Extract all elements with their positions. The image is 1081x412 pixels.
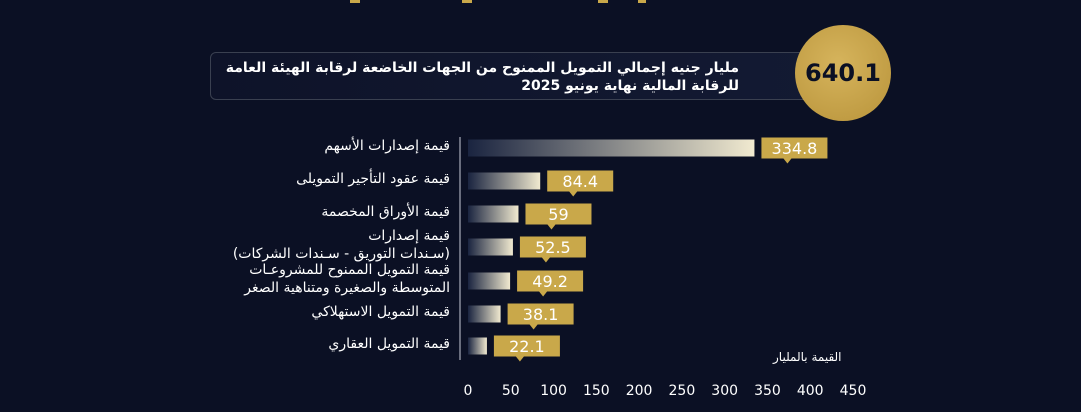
category-label-line: قيمة التمويل الممنوح للمشروعـات [249, 262, 450, 278]
bar [468, 139, 755, 157]
value-label-box [761, 137, 828, 159]
value-label-pointer [515, 356, 524, 362]
value-label: 334.8 [772, 139, 818, 158]
value-label-pointer [783, 158, 792, 164]
value-label: 52.5 [535, 238, 571, 257]
x-tick-label: 50 [502, 383, 520, 399]
category-label-line: قيمة إصدارات [368, 228, 450, 244]
category-label: قيمة التمويل الاستهلاكي [311, 303, 450, 321]
category-label: قيمة إصدارات الأسهم [324, 137, 450, 155]
category-label: قيمة التمويل الممنوح للمشروعـات المتوسطة … [244, 261, 450, 297]
bar [468, 238, 513, 256]
value-label: 22.1 [509, 337, 545, 356]
x-axis-unit-label: القيمة بالمليار [773, 350, 842, 364]
bar [468, 272, 511, 290]
x-tick-label: 350 [754, 383, 781, 399]
value-label-pointer [529, 324, 538, 330]
value-label-pointer [569, 191, 578, 197]
category-label-line: قيمة عقود التأجير التمويلى [296, 171, 450, 187]
value-label: 59 [548, 205, 568, 224]
x-tick-label: 100 [540, 383, 567, 399]
category-label: قيمة إصدارات (سـندات التوريق - سـندات الش… [233, 227, 450, 263]
value-label-pointer [539, 291, 548, 297]
x-tick-label: 300 [711, 383, 738, 399]
bar [468, 172, 541, 190]
bar [468, 337, 487, 355]
bar [468, 305, 501, 323]
bar [468, 205, 519, 223]
category-label-line: (سـندات التوريق - سـندات الشركات) [232, 246, 450, 262]
value-label: 38.1 [523, 305, 559, 324]
category-label-line: قيمة الأوراق المخصمة [321, 204, 450, 220]
category-label-line: قيمة التمويل الاستهلاكي [311, 304, 450, 320]
value-label-box [493, 335, 560, 357]
value-label-box [525, 203, 592, 225]
x-tick-label: 0 [464, 383, 473, 399]
total-value-badge: 640.1 [795, 25, 891, 121]
category-label: قيمة التمويل العقاري [328, 335, 450, 353]
category-label: قيمة عقود التأجير التمويلى [296, 170, 450, 188]
top-gold-mark [598, 0, 608, 3]
value-label: 84.4 [562, 172, 598, 191]
headline-box: مليار جنيه إجمالي التمويل الممنوح من الج… [210, 52, 840, 100]
value-label-pointer [541, 257, 550, 263]
value-label-pointer [547, 224, 556, 230]
top-decoration [350, 0, 646, 3]
x-tick-label: 400 [797, 383, 824, 399]
headline-text: مليار جنيه إجمالي التمويل الممنوح من الج… [225, 60, 739, 94]
value-label: 49.2 [532, 272, 568, 291]
category-label-line: قيمة التمويل العقاري [328, 336, 450, 352]
x-tick-label: 450 [840, 383, 867, 399]
x-tick-label: 150 [583, 383, 610, 399]
value-label-box [517, 270, 584, 292]
category-label-line: المتوسطة والصغيرة ومتناهية الصغر [244, 280, 450, 296]
x-tick-label: 200 [626, 383, 653, 399]
value-label-box [519, 236, 586, 258]
value-label-box [547, 170, 614, 192]
category-label: قيمة الأوراق المخصمة [321, 203, 450, 221]
value-label-box [507, 303, 574, 325]
category-label-line: قيمة إصدارات الأسهم [324, 138, 450, 154]
top-gold-mark [350, 0, 360, 3]
top-gold-mark [638, 0, 646, 3]
top-gold-mark [462, 0, 472, 3]
x-tick-label: 250 [669, 383, 696, 399]
